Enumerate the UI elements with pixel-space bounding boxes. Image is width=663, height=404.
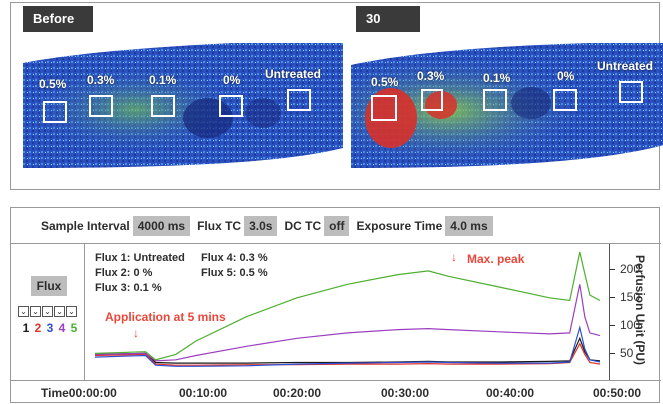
y-axis: 200 150 100 50 Perfusion Unit (PU) <box>609 244 661 380</box>
roi-box <box>553 89 577 111</box>
after-label-0: 0% <box>557 69 575 83</box>
time-label: 00:50:00 <box>593 386 642 400</box>
channel-checkboxes: ⌄ ⌄ ⌄ ⌄ ⌄ <box>18 306 78 317</box>
y-tick-mark <box>610 353 615 354</box>
legend-flux-3: Flux 3: 0.1 % <box>95 282 162 294</box>
before-label-0-5: 0.5% <box>39 77 67 91</box>
dc-tc-field[interactable]: off <box>324 215 350 236</box>
flux-tc-label: Flux TC <box>197 218 242 233</box>
acquisition-toolbar: Sample Interval 4000 ms Flux TC 3.0s DC … <box>11 208 661 244</box>
series-line-flux-3 <box>94 325 601 367</box>
flux-button[interactable]: Flux <box>31 276 67 296</box>
after-label-0-3: 0.3% <box>417 69 445 83</box>
channel-2-checkbox[interactable]: ⌄ <box>30 306 41 317</box>
channel-5-checkbox[interactable]: ⌄ <box>66 306 77 317</box>
channel-5-label: 5 <box>70 321 78 335</box>
roi-box <box>371 95 397 121</box>
roi-box <box>421 89 443 111</box>
legend-flux-5: Flux 5: 0.5 % <box>201 267 268 279</box>
application-annotation: Application at 5 mins <box>105 310 226 324</box>
channel-3-label: 3 <box>46 321 54 335</box>
legend-flux-4: Flux 4: 0.3 % <box>201 252 268 264</box>
channel-3-checkbox[interactable]: ⌄ <box>42 306 53 317</box>
before-label-0-1: 0.1% <box>149 73 177 87</box>
channel-1-label: 1 <box>22 321 30 335</box>
flux-line-chart <box>94 251 601 367</box>
after-label-0-5: 0.5% <box>371 75 399 89</box>
after-label-untreated: Untreated <box>597 59 654 73</box>
y-tick-label: 200 <box>620 262 641 276</box>
time-label: 00:20:00 <box>273 386 322 400</box>
legend-flux-2: Flux 2: 0 % <box>95 267 153 279</box>
time-axis: Time00:00:00 00:10:00 00:20:00 00:30:00 … <box>11 380 661 404</box>
y-tick-label: 50 <box>620 346 634 360</box>
max-peak-annotation: Max. peak <box>467 252 525 266</box>
channel-2-label: 2 <box>34 321 42 335</box>
roi-box <box>287 89 311 111</box>
channel-numbers: 1 2 3 4 5 <box>20 321 80 335</box>
dc-tc-label: DC TC <box>284 218 322 233</box>
series-line-flux-4 <box>94 284 601 362</box>
time-label: 00:40:00 <box>486 386 535 400</box>
after-label-0-1: 0.1% <box>483 71 511 85</box>
y-tick-mark <box>610 297 615 298</box>
flux-tc-field[interactable]: 3.0s <box>244 215 278 236</box>
legend-flux-1: Flux 1: Untreated <box>95 252 185 264</box>
roi-box <box>151 95 175 117</box>
series-line-flux-2 <box>94 342 601 366</box>
y-axis-title: Perfusion Unit (PU) <box>633 255 647 365</box>
before-label-0-3: 0.3% <box>87 73 115 87</box>
series-line-flux-1 <box>94 336 601 364</box>
exposure-time-field[interactable]: 4.0 ms <box>445 215 493 236</box>
application-arrow-icon: ↓ <box>133 326 139 340</box>
perfusion-images-panel: Before 30 mins <box>10 2 663 190</box>
sample-interval-label: Sample Interval <box>41 218 130 233</box>
channel-4-checkbox[interactable]: ⌄ <box>54 306 65 317</box>
after-scan-image <box>351 43 663 168</box>
y-tick-label: 150 <box>620 290 641 304</box>
before-label: Before <box>23 6 93 32</box>
time-label: 00:10:00 <box>179 386 228 400</box>
before-label-untreated: Untreated <box>265 67 322 81</box>
y-tick-mark <box>610 325 615 326</box>
sample-interval-field[interactable]: 4000 ms <box>132 215 191 236</box>
roi-box <box>619 81 643 103</box>
flux-plot-area: Flux 1: Untreated Flux 2: 0 % Flux 3: 0.… <box>85 244 609 380</box>
roi-box <box>219 95 243 117</box>
time-label: 00:30:00 <box>381 386 430 400</box>
channel-sidebar: Flux ⌄ ⌄ ⌄ ⌄ ⌄ 1 2 3 4 5 <box>11 244 85 380</box>
before-scan-image <box>23 43 343 168</box>
roi-box <box>43 101 67 123</box>
channel-1-checkbox[interactable]: ⌄ <box>18 306 29 317</box>
y-tick-mark <box>610 269 615 270</box>
before-label-0: 0% <box>223 73 241 87</box>
roi-box <box>483 89 507 111</box>
series-line-flux-5 <box>94 251 601 361</box>
exposure-time-label: Exposure Time <box>356 218 443 233</box>
after-label: 30 mins <box>356 6 420 52</box>
perfusion-monitor-panel: Sample Interval 4000 ms Flux TC 3.0s DC … <box>10 207 661 404</box>
y-tick-label: 100 <box>620 318 641 332</box>
roi-box <box>89 95 113 117</box>
channel-4-label: 4 <box>58 321 66 335</box>
max-peak-arrow-icon: ↓ <box>451 250 457 264</box>
time-label: Time00:00:00 <box>41 386 117 400</box>
